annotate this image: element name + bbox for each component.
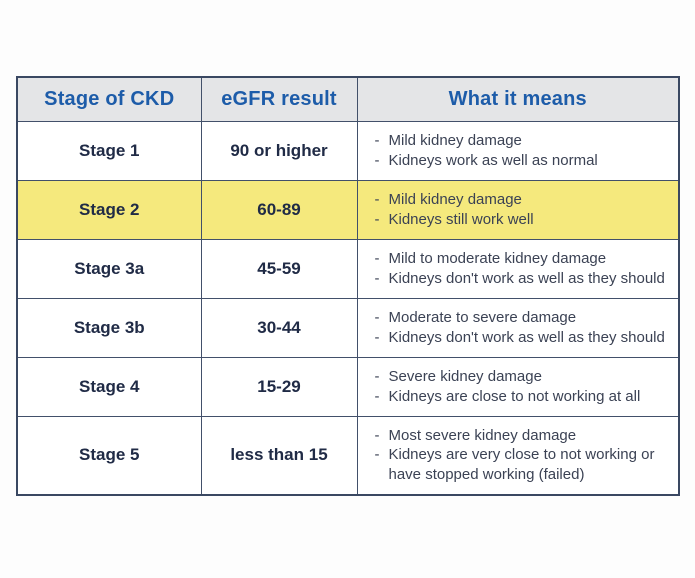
meaning-cell: Moderate to severe damageKidneys don't w… (356, 297, 680, 358)
ckd-stages-table: Stage of CKD eGFR result What it means S… (16, 76, 680, 496)
table-body: Stage 190 or higherMild kidney damageKid… (16, 120, 680, 496)
meaning-cell: Mild to moderate kidney damageKidneys do… (356, 238, 680, 299)
egfr-cell: 90 or higher (200, 120, 358, 181)
header-what-it-means: What it means (356, 76, 680, 122)
header-row: Stage of CKD eGFR result What it means (16, 76, 680, 122)
stage-cell: Stage 5 (16, 415, 202, 496)
table-row: Stage 260-89Mild kidney damageKidneys st… (16, 179, 680, 240)
header-stage-of-ckd: Stage of CKD (16, 76, 202, 122)
stage-cell: Stage 4 (16, 356, 202, 417)
meaning-bullet: Mild kidney damage (375, 131, 669, 151)
meaning-cell: Severe kidney damageKidneys are close to… (356, 356, 680, 417)
meaning-bullet: Mild to moderate kidney damage (375, 249, 669, 269)
egfr-cell: 15-29 (200, 356, 358, 417)
meaning-bullet: Kidneys don't work as well as they shoul… (375, 328, 669, 348)
stage-cell: Stage 3b (16, 297, 202, 358)
stage-cell: Stage 1 (16, 120, 202, 181)
meaning-bullet: Kidneys don't work as well as they shoul… (375, 269, 669, 289)
egfr-cell: 60-89 (200, 179, 358, 240)
table-row: Stage 190 or higherMild kidney damageKid… (16, 120, 680, 181)
meaning-cell: Most severe kidney damageKidneys are ver… (356, 415, 680, 496)
meaning-cell: Mild kidney damageKidneys work as well a… (356, 120, 680, 181)
meaning-bullet: Mild kidney damage (375, 190, 669, 210)
table-header: Stage of CKD eGFR result What it means (16, 76, 680, 122)
meaning-bullet: Kidneys are very close to not working or… (375, 445, 669, 485)
table-row: Stage 415-29Severe kidney damageKidneys … (16, 356, 680, 417)
meaning-bullet: Moderate to severe damage (375, 308, 669, 328)
meaning-bullet: Kidneys are close to not working at all (375, 387, 669, 407)
header-egfr-result: eGFR result (200, 76, 358, 122)
meaning-bullet: Kidneys work as well as normal (375, 151, 669, 171)
egfr-cell: 45-59 (200, 238, 358, 299)
meaning-bullet: Most severe kidney damage (375, 426, 669, 446)
stage-cell: Stage 2 (16, 179, 202, 240)
egfr-cell: 30-44 (200, 297, 358, 358)
meaning-cell: Mild kidney damageKidneys still work wel… (356, 179, 680, 240)
meaning-bullet: Severe kidney damage (375, 367, 669, 387)
meaning-bullet: Kidneys still work well (375, 210, 669, 230)
egfr-cell: less than 15 (200, 415, 358, 496)
stage-cell: Stage 3a (16, 238, 202, 299)
